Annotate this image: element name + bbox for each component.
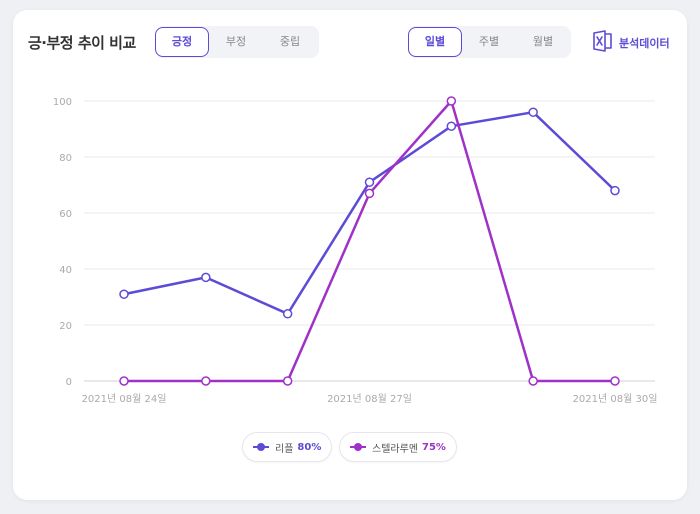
y-tick-label: 0 <box>66 377 72 388</box>
y-tick-label: 100 <box>53 97 72 108</box>
tab-weekly[interactable]: 주별 <box>478 35 500 48</box>
data-point[interactable] <box>201 376 211 386</box>
data-point[interactable] <box>364 177 375 187</box>
series-1 <box>119 107 620 319</box>
data-point[interactable] <box>119 289 129 299</box>
data-point[interactable] <box>610 185 620 196</box>
page-title: 긍·부정 추이 비교 <box>28 34 136 52</box>
data-point[interactable] <box>282 376 293 386</box>
data-point[interactable] <box>446 96 457 106</box>
period-tab-group: 일별 주별 월별 <box>408 26 571 58</box>
y-tick-label: 40 <box>59 265 72 276</box>
sentiment-tab-group: 긍정 부정 중립 <box>155 26 319 58</box>
legend-label-ripple: 리플 <box>275 443 294 455</box>
legend-pct-ripple: 80% <box>297 441 322 453</box>
data-point[interactable] <box>446 121 457 131</box>
x-axis-ticks: 2021년 08월 24일 2021년 08월 27일 2021년 08월 30일 <box>82 393 658 405</box>
legend-label-stellar: 스텔라루멘 <box>372 443 418 455</box>
data-point[interactable] <box>119 376 129 386</box>
x-tick-label: 2021년 08월 27일 <box>327 393 412 405</box>
data-point[interactable] <box>610 376 620 386</box>
series-2 <box>119 96 620 386</box>
tab-monthly[interactable]: 월별 <box>532 35 554 48</box>
tab-positive[interactable]: 긍정 <box>155 27 209 57</box>
data-point[interactable] <box>364 188 375 199</box>
legend-pct-stellar: 75% <box>422 441 446 453</box>
y-tick-label: 80 <box>59 153 72 164</box>
excel-icon <box>593 30 613 56</box>
legend-item-stellar[interactable]: 스텔라루멘 75% <box>339 432 457 462</box>
data-point[interactable] <box>528 107 538 117</box>
chart-series <box>119 96 620 386</box>
legend-swatch-stellar <box>350 443 366 451</box>
data-point[interactable] <box>528 376 538 386</box>
y-tick-label: 20 <box>59 321 72 332</box>
analysis-data-label: 분석데이터 <box>619 37 670 50</box>
series-line <box>124 99 615 383</box>
x-tick-label: 2021년 08월 24일 <box>82 393 167 405</box>
y-axis-ticks: 0 20 40 60 80 100 <box>53 97 72 388</box>
y-tick-label: 60 <box>59 209 72 220</box>
tab-negative[interactable]: 부정 <box>225 35 247 48</box>
analysis-data-button[interactable]: 분석데이터 <box>593 30 670 56</box>
tab-daily[interactable]: 일별 <box>408 27 462 57</box>
legend-swatch-ripple <box>253 443 269 451</box>
data-point[interactable] <box>282 309 293 319</box>
sentiment-trend-card <box>13 10 687 500</box>
data-point[interactable] <box>201 272 211 283</box>
chart-grid <box>84 100 655 382</box>
legend-item-ripple[interactable]: 리플 80% <box>242 432 333 462</box>
x-tick-label: 2021년 08월 30일 <box>573 393 658 405</box>
tab-neutral[interactable]: 중립 <box>279 35 301 48</box>
